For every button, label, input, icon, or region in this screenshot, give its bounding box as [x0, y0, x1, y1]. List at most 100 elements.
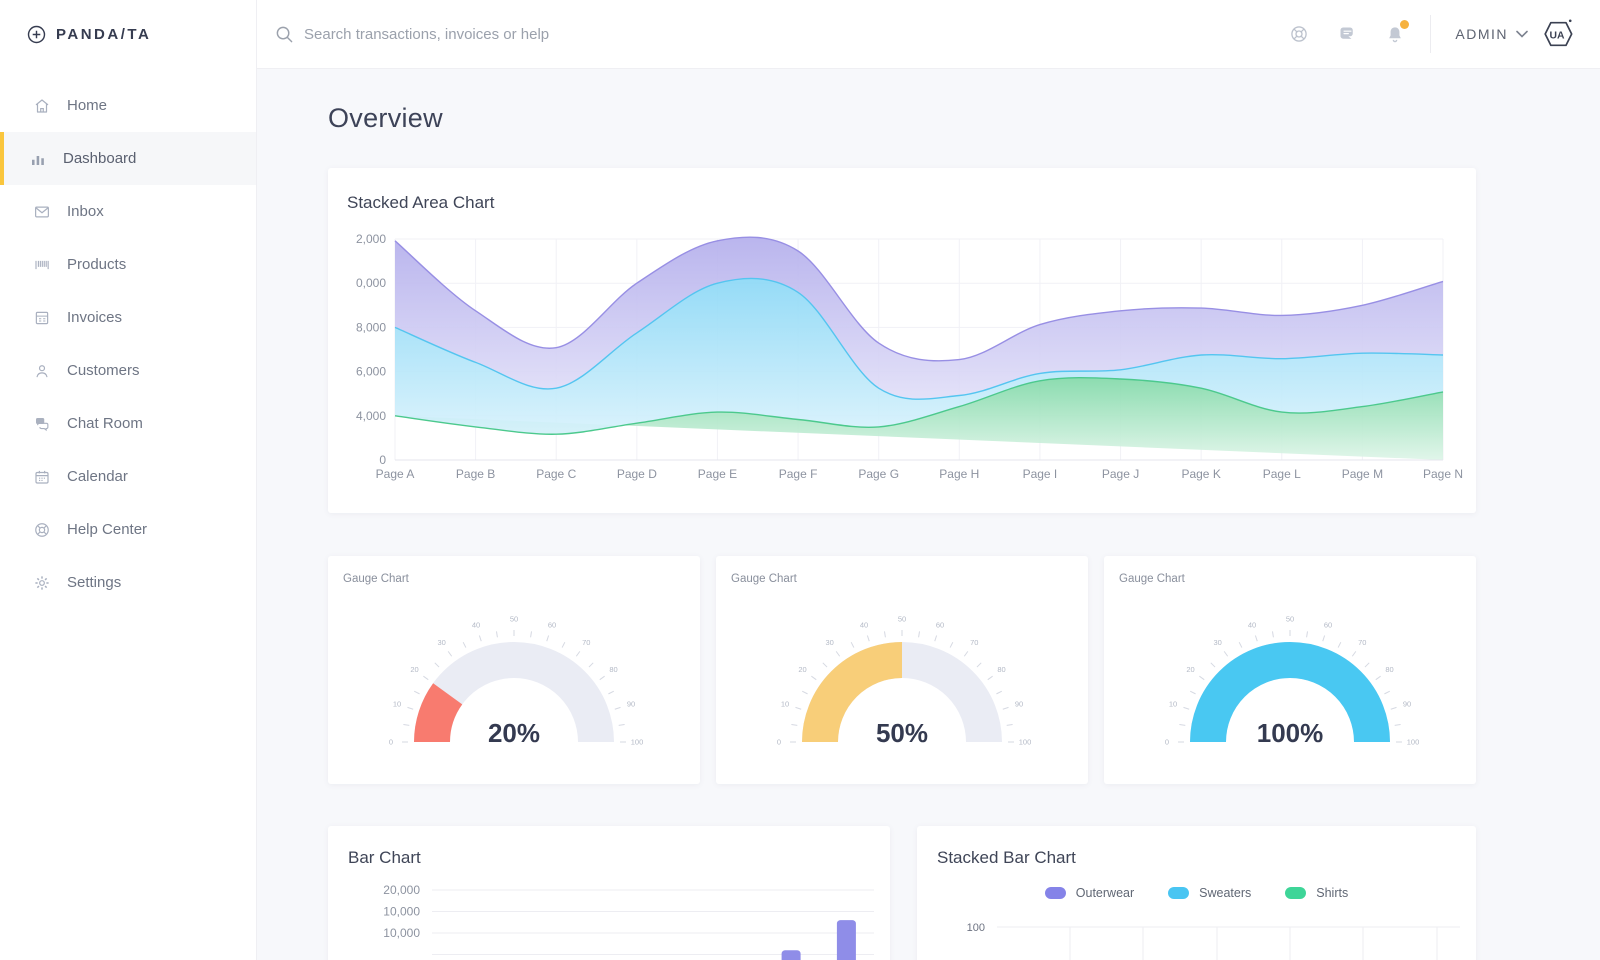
sidebar-item-calendar[interactable]: Calendar — [0, 450, 256, 503]
topbar: PANDA/TA — [0, 0, 1600, 69]
svg-text:80: 80 — [609, 665, 617, 674]
svg-text:100: 100 — [631, 738, 644, 747]
stacked-area-chart-card: Stacked Area Chart 2,000 0,000 8,000 6,000 4… — [328, 168, 1476, 513]
legend-item-sweaters[interactable]: Sweaters — [1168, 886, 1251, 900]
svg-text:100: 100 — [967, 922, 985, 934]
legend-item-outerwear[interactable]: Outerwear — [1044, 886, 1134, 900]
svg-text:30: 30 — [438, 638, 446, 647]
chevron-down-icon — [1516, 30, 1528, 38]
sidebar-item-invoices[interactable]: Invoices — [0, 291, 256, 344]
brand-logo[interactable]: PANDA/TA — [0, 0, 257, 69]
gear-icon — [35, 575, 49, 590]
gauge-title-2: Gauge Chart — [731, 573, 797, 585]
svg-text:Page K: Page K — [1181, 467, 1220, 481]
svg-text:40: 40 — [1248, 621, 1256, 630]
area-chart-title: Stacked Area Chart — [347, 193, 495, 212]
svg-text:90: 90 — [1403, 700, 1411, 709]
topbar-divider — [1430, 15, 1432, 53]
search-input[interactable] — [304, 25, 904, 43]
svg-text:50: 50 — [898, 615, 906, 624]
svg-text:Page I: Page I — [1023, 467, 1058, 481]
svg-text:10: 10 — [1169, 700, 1177, 709]
svg-text:30: 30 — [826, 638, 834, 647]
svg-text:80: 80 — [1385, 665, 1393, 674]
search-bar — [275, 25, 1288, 44]
svg-text:Page F: Page F — [779, 467, 818, 481]
svg-text:0: 0 — [1165, 738, 1169, 747]
svg-text:2,000: 2,000 — [356, 232, 386, 246]
user-icon — [36, 364, 48, 377]
svg-text:6,000: 6,000 — [356, 365, 386, 379]
svg-text:100%: 100% — [1257, 718, 1324, 748]
stacked-bar-chart-title: Stacked Bar Chart — [937, 848, 1076, 867]
svg-text:20: 20 — [410, 665, 418, 674]
stacked-bar-legend: Outerwear Sweaters Shirts — [937, 886, 1456, 900]
svg-text:80: 80 — [997, 665, 1005, 674]
gauge-chart-50: 0 10 20 30 40 50 60 70 80 90 100 50% — [777, 615, 1032, 749]
svg-text:70: 70 — [1358, 638, 1366, 647]
svg-text:60: 60 — [1324, 621, 1332, 630]
stacked-bar-chart: 100 — [967, 922, 1460, 960]
svg-text:30: 30 — [1214, 638, 1222, 647]
svg-text:Page C: Page C — [536, 467, 576, 481]
bar-chart-title: Bar Chart — [348, 848, 421, 867]
svg-text:Page B: Page B — [456, 467, 495, 481]
main-content: Overview Stacked Area Chart 2,000 0,000 8,… — [257, 69, 1600, 960]
barcode-icon — [35, 260, 49, 269]
circle-plus-icon — [27, 25, 46, 44]
admin-menu[interactable]: ADMIN — [1455, 26, 1528, 42]
sidebar-item-settings[interactable]: Settings — [0, 556, 256, 609]
svg-text:100: 100 — [1019, 738, 1032, 747]
page-title: Overview — [328, 103, 443, 133]
gauge-title-1: Gauge Chart — [343, 573, 409, 585]
sidebar-item-customers[interactable]: Customers — [0, 344, 256, 397]
life-buoy-icon — [35, 522, 49, 537]
svg-text:Page J: Page J — [1102, 467, 1139, 481]
svg-text:10: 10 — [393, 700, 401, 709]
legend-swatch-outerwear — [1044, 887, 1066, 899]
gauge-chart-100: 0 10 20 30 40 50 60 70 80 90 100 100% — [1165, 615, 1420, 749]
sidebar-item-inbox[interactable]: Inbox — [0, 185, 256, 238]
svg-text:Page M: Page M — [1342, 467, 1383, 481]
admin-label: ADMIN — [1455, 26, 1508, 42]
svg-text:10: 10 — [781, 700, 789, 709]
stacked-bar-chart-card: Stacked Bar Chart Outerwear Sweaters Shi… — [917, 826, 1476, 960]
svg-text:50%: 50% — [876, 718, 928, 748]
bar-chart-card: Bar Chart 20,000 10,000 10,000 — [328, 826, 890, 960]
svg-text:20%: 20% — [488, 718, 540, 748]
svg-text:0: 0 — [389, 738, 393, 747]
gauge-chart-20: 0 10 20 30 40 50 60 70 80 90 100 20% — [389, 615, 644, 749]
gauge-chart-card-3: Gauge Chart 0 10 20 30 40 50 60 70 80 90 100 100% — [1104, 556, 1476, 784]
svg-text:60: 60 — [548, 621, 556, 630]
chat-icon[interactable] — [1336, 23, 1358, 45]
svg-text:40: 40 — [860, 621, 868, 630]
bell-icon[interactable] — [1384, 20, 1410, 45]
svg-text:Page A: Page A — [376, 467, 415, 481]
svg-text:100: 100 — [1407, 738, 1420, 747]
sidebar-item-products[interactable]: Products — [0, 238, 256, 291]
svg-text:20: 20 — [798, 665, 806, 674]
sidebar-item-chat-room[interactable]: Chat Room — [0, 397, 256, 450]
sidebar-item-help-center[interactable]: Help Center — [0, 503, 256, 556]
svg-text:20: 20 — [1186, 665, 1194, 674]
svg-text:Page N: Page N — [1423, 467, 1463, 481]
legend-swatch-shirts — [1285, 887, 1307, 899]
bar-chart: 20,000 10,000 10,000 — [383, 883, 874, 960]
svg-text:70: 70 — [970, 638, 978, 647]
gauge-chart-card-1: Gauge Chart 0 10 20 30 40 50 60 70 80 90 100 20% — [328, 556, 700, 784]
svg-text:40: 40 — [472, 621, 480, 630]
sidebar-item-dashboard[interactable]: Dashboard — [0, 132, 256, 185]
avatar[interactable]: UA — [1540, 17, 1574, 51]
legend-item-shirts[interactable]: Shirts — [1285, 886, 1348, 900]
sidebar-item-home[interactable]: Home — [0, 79, 256, 132]
legend-swatch-sweaters — [1168, 887, 1190, 899]
avatar-monogram: UA — [1550, 30, 1565, 41]
svg-text:0: 0 — [777, 738, 781, 747]
svg-text:20,000: 20,000 — [383, 883, 420, 897]
svg-text:90: 90 — [1015, 700, 1023, 709]
sidebar: Home Dashboard Inbox Products Invoices — [0, 69, 257, 960]
help-buoy-icon[interactable] — [1288, 23, 1310, 45]
home-icon — [35, 98, 49, 113]
svg-text:60: 60 — [936, 621, 944, 630]
